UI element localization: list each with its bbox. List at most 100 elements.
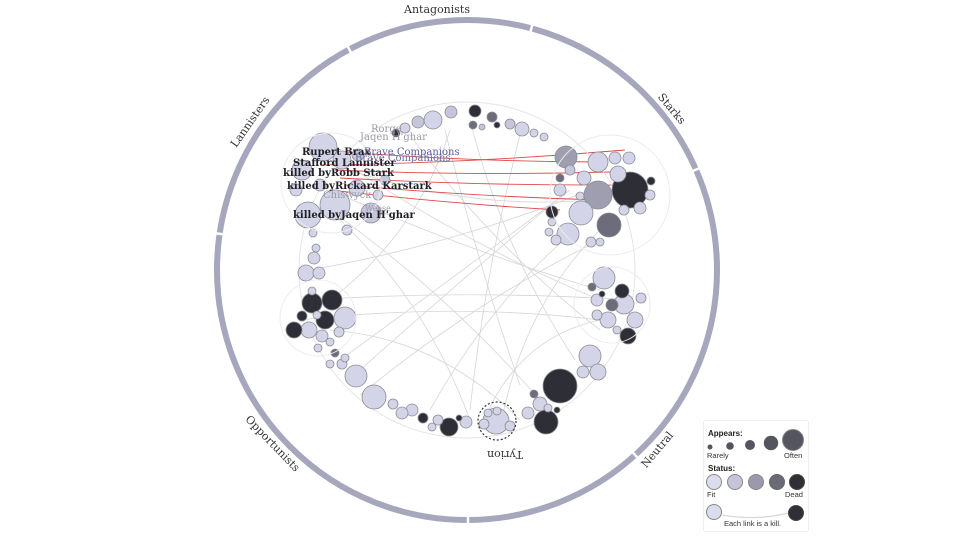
character-node[interactable]	[312, 310, 322, 320]
character-node[interactable]	[555, 173, 565, 183]
character-node[interactable]	[618, 204, 630, 216]
character-node[interactable]	[589, 363, 607, 381]
character-node[interactable]	[592, 266, 616, 290]
character-node[interactable]	[585, 236, 597, 248]
character-node[interactable]	[529, 128, 539, 138]
character-node[interactable]	[296, 310, 308, 322]
character-node[interactable]	[459, 415, 473, 429]
character-node[interactable]	[391, 128, 401, 138]
character-node[interactable]	[550, 234, 562, 246]
character-node[interactable]	[539, 132, 549, 142]
character-node[interactable]	[478, 123, 486, 131]
character-node[interactable]	[432, 414, 444, 426]
character-node[interactable]	[605, 298, 619, 312]
character-node[interactable]	[542, 368, 578, 404]
character-node[interactable]	[315, 329, 329, 343]
character-node[interactable]	[468, 104, 482, 118]
character-node[interactable]	[608, 151, 622, 165]
character-node[interactable]	[609, 165, 627, 183]
character-node[interactable]	[564, 164, 576, 176]
character-node[interactable]	[492, 406, 502, 416]
character-node[interactable]	[553, 406, 561, 414]
character-node[interactable]	[455, 414, 463, 422]
character-node[interactable]	[351, 148, 365, 162]
character-node[interactable]	[553, 183, 567, 197]
character-node[interactable]	[308, 132, 338, 162]
character-node[interactable]	[333, 326, 345, 338]
character-node[interactable]	[614, 283, 630, 299]
kill-label-rupert-brax[interactable]: Rupert Brax	[302, 147, 372, 158]
character-node[interactable]	[633, 201, 647, 215]
character-node[interactable]	[478, 418, 490, 430]
character-node[interactable]	[417, 412, 429, 424]
tyrion-focus-ring[interactable]	[477, 401, 517, 441]
character-node[interactable]	[313, 343, 323, 353]
character-node[interactable]	[325, 337, 335, 347]
character-node[interactable]	[576, 170, 592, 186]
kill-label-stafford-lannister[interactable]: Stafford Lannister	[293, 158, 396, 169]
character-node[interactable]	[646, 176, 656, 186]
character-node[interactable]	[626, 311, 644, 329]
character-node[interactable]	[399, 122, 411, 134]
character-node[interactable]	[340, 353, 350, 363]
character-node[interactable]	[468, 120, 478, 130]
character-node[interactable]	[297, 264, 315, 282]
character-node[interactable]	[596, 212, 622, 238]
character-node[interactable]	[427, 422, 437, 432]
character-node[interactable]	[325, 359, 335, 369]
character-node[interactable]	[587, 282, 597, 292]
character-node[interactable]	[575, 191, 585, 201]
character-node[interactable]	[312, 266, 326, 280]
character-node[interactable]	[504, 118, 516, 130]
character-node[interactable]	[291, 159, 313, 181]
character-node[interactable]	[332, 150, 352, 170]
character-node[interactable]	[285, 321, 303, 339]
character-node[interactable]	[493, 121, 501, 129]
character-node[interactable]	[344, 364, 368, 388]
character-node[interactable]	[361, 384, 387, 410]
character-node[interactable]	[568, 200, 594, 226]
character-node[interactable]	[533, 409, 559, 435]
character-node[interactable]	[395, 406, 409, 420]
character-node[interactable]	[444, 105, 458, 119]
character-node[interactable]	[387, 398, 399, 410]
character-node[interactable]	[598, 290, 606, 298]
character-node[interactable]	[556, 222, 580, 246]
character-node[interactable]	[514, 121, 530, 137]
character-node[interactable]	[301, 292, 323, 314]
character-node[interactable]	[544, 227, 554, 237]
character-node[interactable]	[644, 189, 656, 201]
character-node[interactable]	[590, 293, 604, 307]
character-node[interactable]	[612, 325, 622, 335]
character-node[interactable]	[333, 306, 357, 330]
character-node[interactable]	[379, 174, 391, 186]
character-node[interactable]	[313, 178, 327, 192]
character-node[interactable]	[411, 115, 425, 129]
character-node[interactable]	[619, 327, 637, 345]
kill-label-robb-stark[interactable]: killed byRobb Stark	[283, 168, 395, 179]
character-node[interactable]	[319, 189, 351, 221]
character-node[interactable]	[348, 179, 366, 197]
character-node[interactable]	[311, 243, 321, 253]
character-node[interactable]	[307, 286, 317, 296]
character-node[interactable]	[289, 183, 303, 197]
character-node[interactable]	[483, 408, 493, 418]
kill-label-jaqen[interactable]: killed byJaqen H'ghar	[293, 210, 416, 221]
character-node[interactable]	[423, 110, 443, 130]
character-node[interactable]	[599, 311, 617, 329]
character-node[interactable]	[578, 344, 602, 368]
character-node[interactable]	[521, 406, 535, 420]
character-node[interactable]	[622, 151, 636, 165]
character-node[interactable]	[300, 321, 318, 339]
character-node[interactable]	[529, 389, 539, 399]
character-node[interactable]	[308, 228, 318, 238]
character-node[interactable]	[543, 403, 553, 413]
kill-label-rickard-karstark[interactable]: killed byRickard Karstark	[287, 181, 433, 192]
character-node[interactable]	[321, 289, 343, 311]
character-node[interactable]	[576, 365, 590, 379]
character-node[interactable]	[486, 111, 498, 123]
character-node[interactable]	[294, 201, 322, 229]
character-node[interactable]	[635, 292, 647, 304]
character-node[interactable]	[591, 309, 603, 321]
character-node[interactable]	[595, 237, 605, 247]
